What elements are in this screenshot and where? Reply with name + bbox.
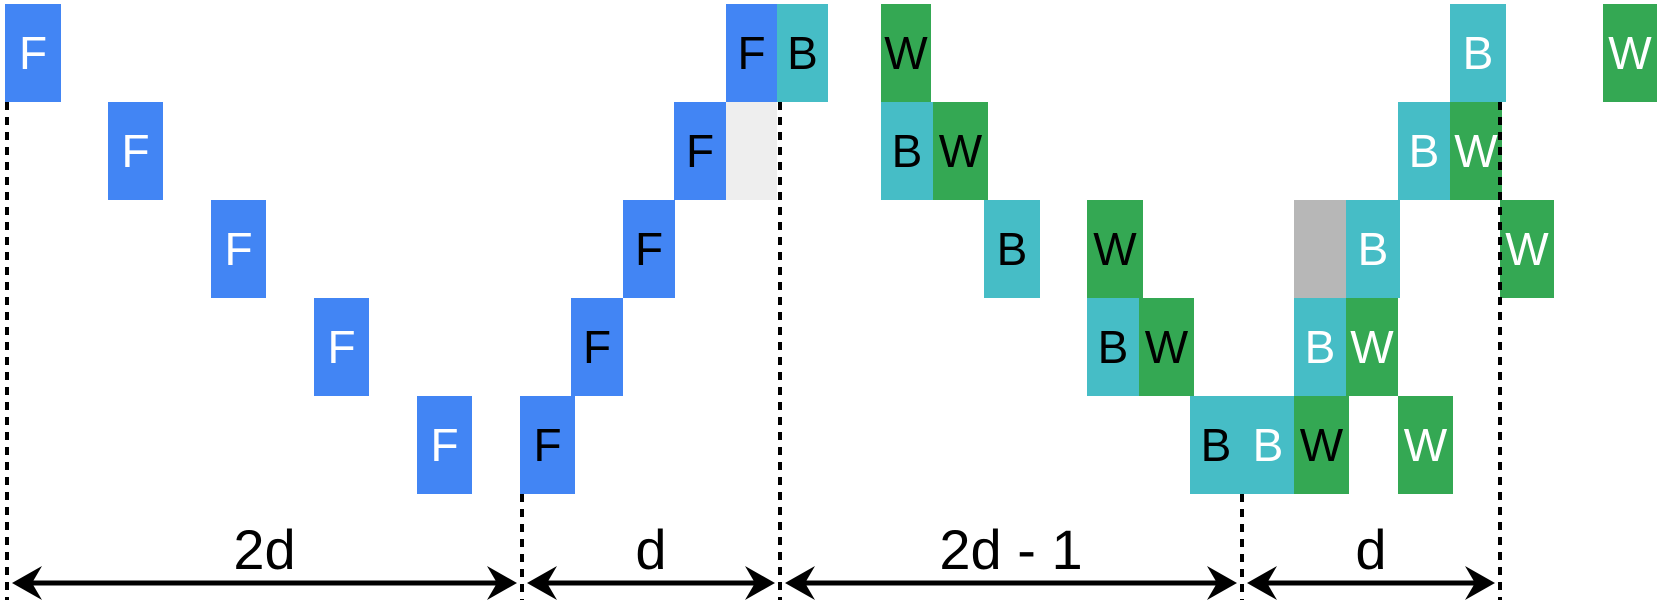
forward-block: F — [623, 200, 675, 298]
forward-block: F — [211, 200, 266, 298]
backward-block: B — [1242, 396, 1294, 494]
weight-block: W — [1398, 396, 1453, 494]
backward-block: B — [1294, 298, 1346, 396]
idle-block — [1294, 200, 1346, 298]
weight-block: W — [1139, 298, 1194, 396]
backward-block: B — [1087, 298, 1139, 396]
backward-block: B — [881, 102, 933, 200]
weight-block: W — [1346, 298, 1398, 396]
span-label-d: d — [635, 518, 667, 581]
weight-block: W — [933, 102, 988, 200]
arrowhead-right — [1465, 566, 1495, 600]
weight-block: W — [1087, 200, 1143, 298]
idle-block — [726, 102, 777, 200]
backward-block: B — [1346, 200, 1400, 298]
span-label-2d: 2d — [233, 518, 296, 581]
weight-block: W — [881, 4, 931, 102]
span-label-2d-minus-1: 2d - 1 — [939, 518, 1083, 581]
arrowhead-right — [1207, 566, 1237, 600]
weight-block: W — [1500, 200, 1554, 298]
arrowhead-left — [527, 566, 557, 600]
forward-block: F — [571, 298, 623, 396]
arrowhead-right — [745, 566, 775, 600]
forward-block: F — [5, 4, 61, 102]
backward-block: B — [777, 4, 828, 102]
arrowhead-left — [1247, 566, 1277, 600]
weight-block: W — [1450, 102, 1502, 200]
arrowhead-right — [487, 566, 517, 600]
forward-block: F — [520, 396, 575, 494]
backward-block: B — [1398, 102, 1450, 200]
backward-block: B — [1450, 4, 1506, 102]
forward-block: F — [417, 396, 472, 494]
backward-block: B — [1190, 396, 1242, 494]
forward-block: F — [314, 298, 369, 396]
arrowhead-left — [12, 566, 42, 600]
span-label-d-second: d — [1355, 518, 1387, 581]
weight-block: W — [1294, 396, 1349, 494]
forward-block: F — [108, 102, 163, 200]
forward-block: F — [726, 4, 777, 102]
forward-block: F — [674, 102, 726, 200]
weight-block: W — [1603, 4, 1657, 102]
arrowhead-left — [785, 566, 815, 600]
backward-block: B — [984, 200, 1040, 298]
